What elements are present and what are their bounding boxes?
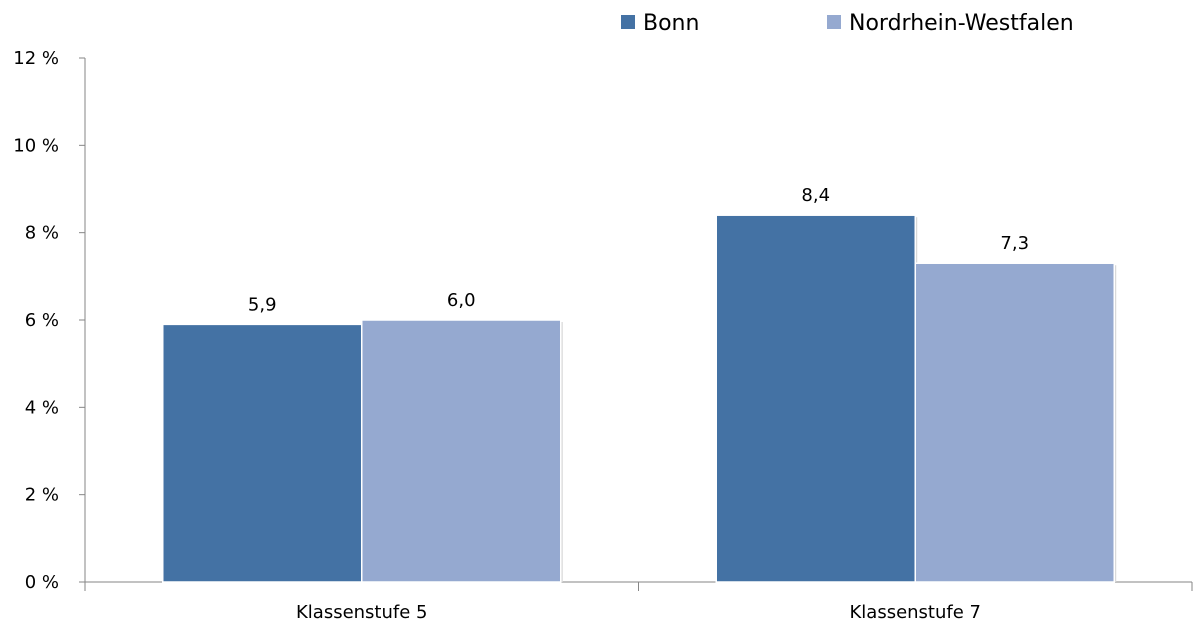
legend-swatch xyxy=(621,15,635,29)
data-label: 8,4 xyxy=(801,185,830,206)
y-tick-label: 2 % xyxy=(25,485,59,506)
bar xyxy=(162,323,363,583)
legend-label: Bonn xyxy=(643,11,699,36)
y-tick-label: 4 % xyxy=(25,397,59,418)
y-tick-label: 0 % xyxy=(25,572,59,593)
y-tick-label: 12 % xyxy=(13,48,59,69)
bar xyxy=(914,262,1115,583)
y-tick-label: 8 % xyxy=(25,223,59,244)
bar xyxy=(715,214,916,583)
y-tick-label: 10 % xyxy=(13,135,59,156)
legend-swatch xyxy=(827,15,841,29)
data-label: 5,9 xyxy=(248,294,277,315)
data-label: 7,3 xyxy=(1000,233,1029,254)
legend-label: Nordrhein-Westfalen xyxy=(849,11,1074,36)
bar xyxy=(361,319,562,583)
data-label: 6,0 xyxy=(447,290,476,311)
x-tick-label: Klassenstufe 5 xyxy=(296,602,428,623)
y-tick-label: 6 % xyxy=(25,310,59,331)
x-tick-label: Klassenstufe 7 xyxy=(849,602,981,623)
